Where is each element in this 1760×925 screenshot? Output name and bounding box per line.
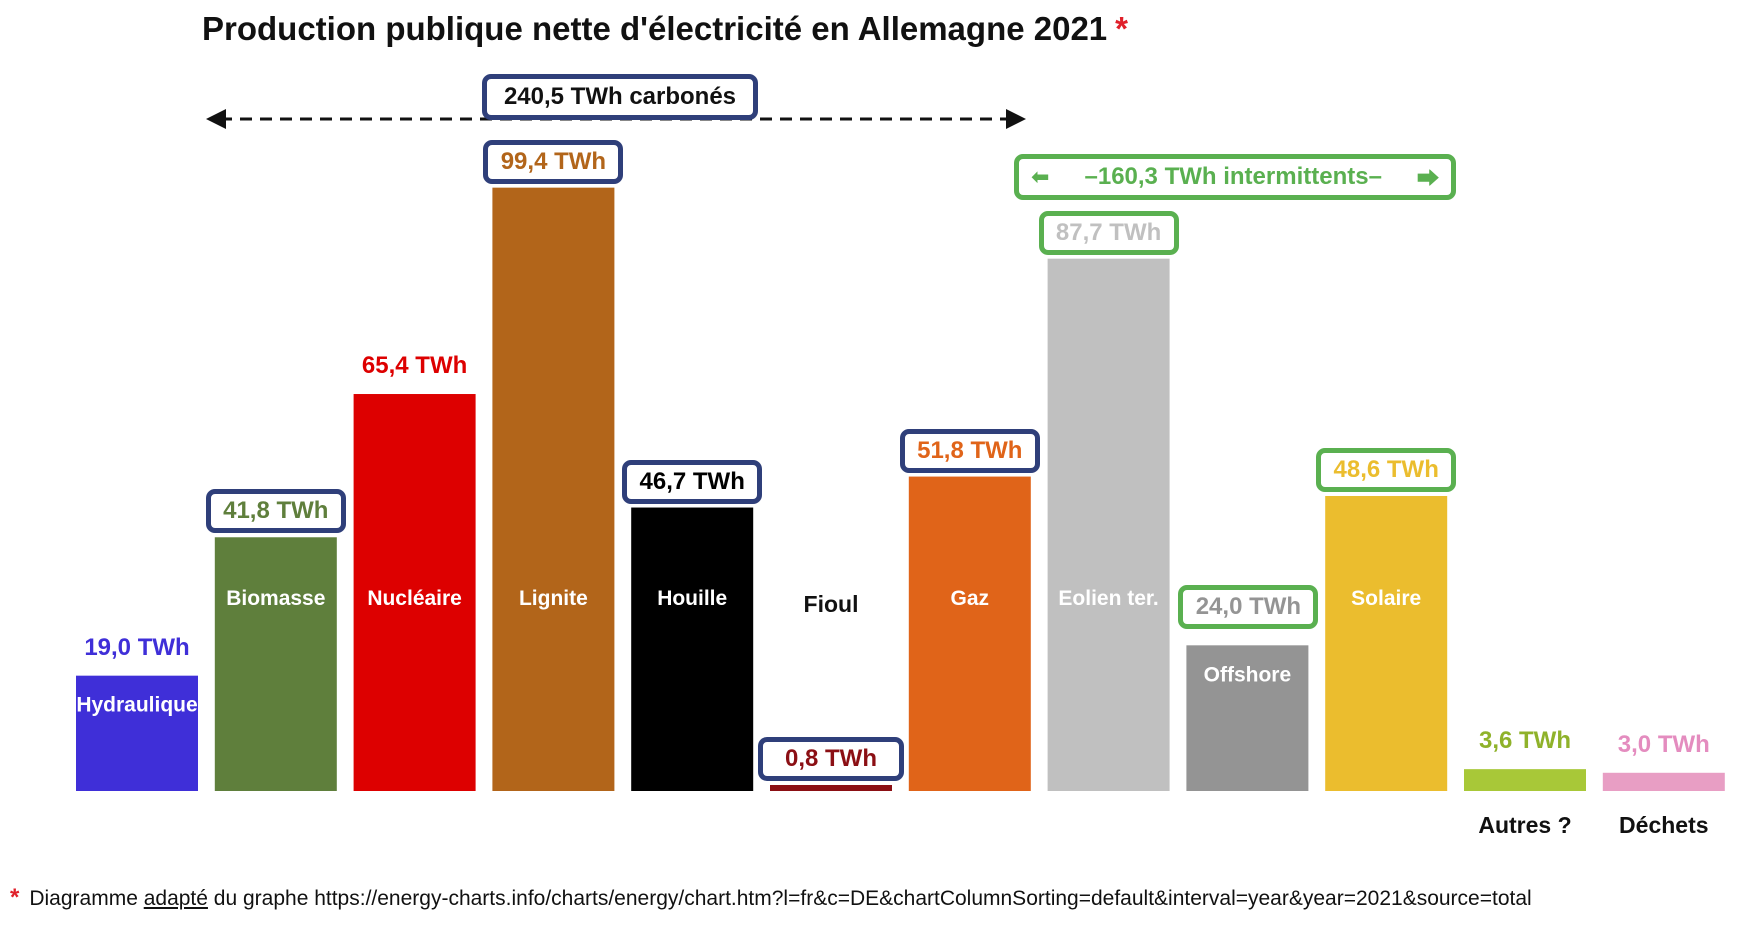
intermittent-group-label: ⬅ –160,3 TWh intermittents– ⮕ [1014,154,1456,200]
bar-eolien-ter [1047,258,1170,791]
chart-title: Production publique nette d'électricité … [202,10,1129,47]
bar-fioul [770,785,892,791]
bar-hydraulique [76,675,198,791]
bar-biomasse [214,537,337,791]
category-label-hydraulique: Hydraulique [76,694,197,717]
footnote-asterisk: * [10,884,20,911]
footnote-underlined: adapté [143,887,208,910]
bar-gaz [908,476,1031,791]
category-label-offshore: Offshore [1204,663,1292,686]
footnote: * Diagramme adapté du graphe https://ener… [10,884,1532,912]
left-arrow-icon: ⬅ [1031,164,1050,189]
value-label-eolien-ter: 87,7 TWh [1038,210,1179,255]
title-asterisk: * [1115,10,1129,47]
category-label-eolien-ter: Eolien ter. [1058,587,1158,610]
bar-solaire [1325,495,1448,791]
value-label-lignite: 99,4 TWh [483,139,624,184]
footnote-source: du graphe https://energy-charts.info/cha… [213,887,1532,910]
value-label-solaire: 48,6 TWh [1316,447,1457,492]
carbon-group-arrowhead-right [1006,109,1026,129]
value-label-gaz: 51,8 TWh [899,428,1040,473]
value-label-hydraulique: 19,0 TWh [84,633,190,661]
category-label-gaz: Gaz [951,587,990,610]
category-label-biomasse: Biomasse [226,587,325,610]
carbon-group-arrowhead-left [206,109,226,129]
category-label-lignite: Lignite [519,587,588,610]
category-label-autres: Autres ? [1478,812,1571,838]
category-label-fioul: Fioul [804,591,859,617]
value-label-fioul: 0,8 TWh [758,737,904,781]
category-label-houille: Houille [657,587,727,610]
footnote-prefix: Diagramme [29,887,138,910]
bar-offshore [1186,645,1309,791]
bar-autres [1464,769,1586,791]
bar-dechets [1602,772,1725,791]
value-label-offshore: 24,0 TWh [1178,585,1319,630]
value-label-dechets: 3,0 TWh [1617,730,1710,758]
category-label-dechets: Déchets [1619,812,1708,838]
value-label-houille: 46,7 TWh [622,459,763,504]
bar-lignite [492,187,615,792]
value-label-nucleaire: 65,4 TWh [361,352,468,380]
value-label-autres: 3,6 TWh [1478,727,1571,755]
bar-houille [631,507,754,791]
category-label-nucleaire: Nucléaire [367,587,462,610]
bar-nucleaire [353,394,476,791]
intermittent-group-text: –160,3 TWh intermittents– [1084,163,1382,190]
right-arrow-icon: ⮕ [1416,166,1439,191]
carbon-group-label: 240,5 TWh carbonés [482,74,758,120]
category-label-solaire: Solaire [1351,587,1421,610]
value-label-biomasse: 41,8 TWh [205,489,346,534]
